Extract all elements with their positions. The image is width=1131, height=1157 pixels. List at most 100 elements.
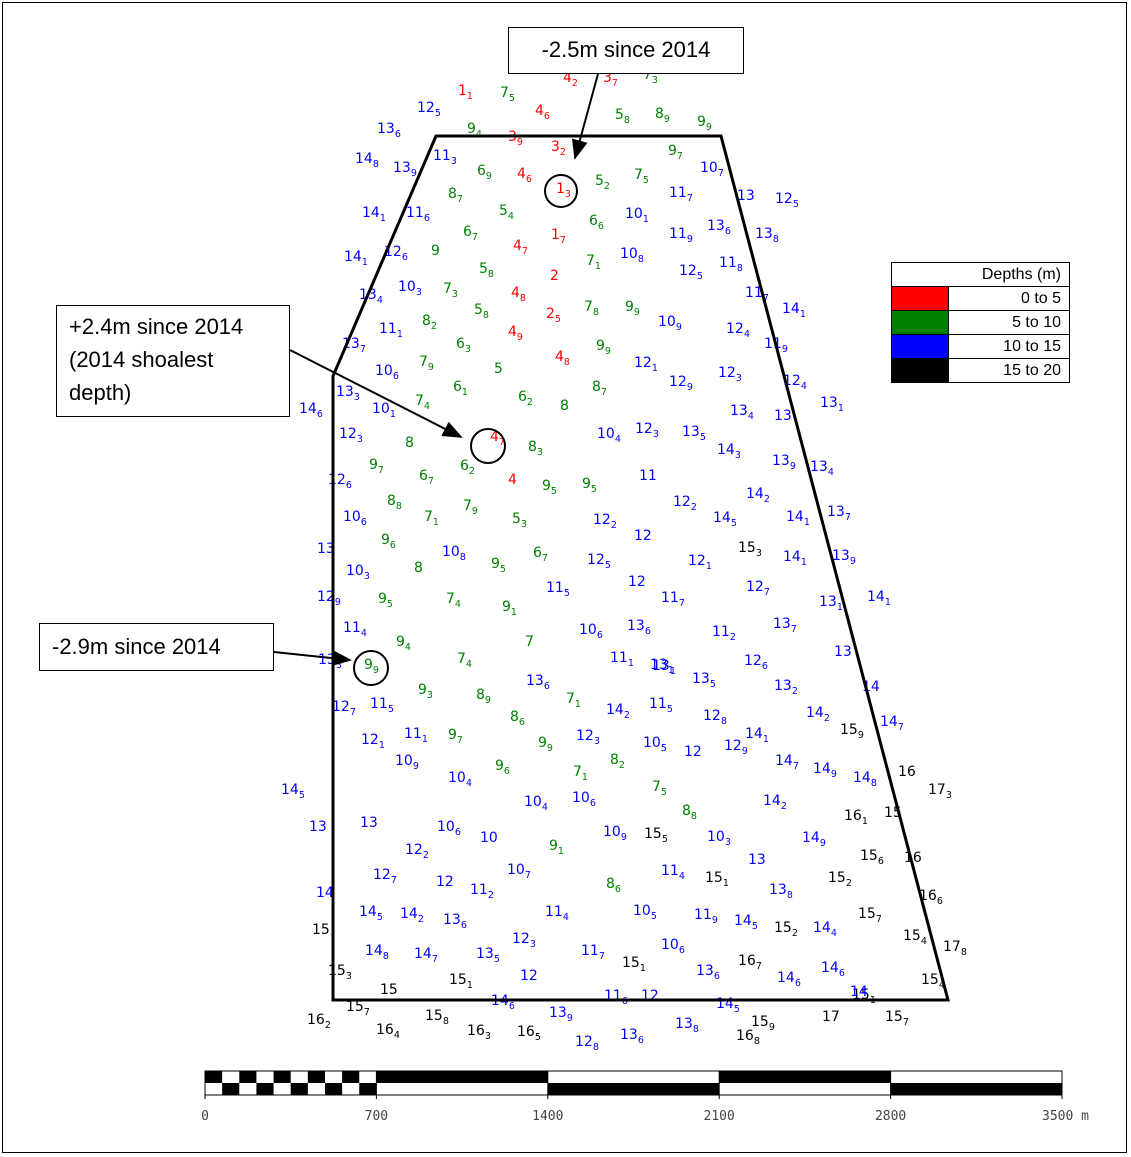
depth-sounding: 94 <box>396 634 411 653</box>
depth-sounding: 89 <box>476 687 491 706</box>
depth-sounding: 157 <box>885 1009 909 1028</box>
depth-sounding: 69 <box>477 163 492 182</box>
depth-sounding: 166 <box>919 888 943 907</box>
depth-sounding: 52 <box>595 173 610 192</box>
depth-sounding: 148 <box>853 770 877 789</box>
depth-sounding: 117 <box>669 185 693 204</box>
depth-sounding: 66 <box>589 213 604 232</box>
depth-sounding: 117 <box>745 285 769 304</box>
depth-sounding: 106 <box>343 509 367 528</box>
depth-sounding: 138 <box>769 882 793 901</box>
depth-sounding: 12 <box>520 968 538 984</box>
legend-label-15-20: 15 to 20 <box>948 358 1070 383</box>
depth-sounding: 136 <box>696 963 720 982</box>
depth-sounding: 113 <box>433 148 457 167</box>
scale-tick-label: 700 <box>365 1109 388 1124</box>
depth-sounding: 151 <box>622 955 646 974</box>
depth-sounding: 108 <box>442 544 466 563</box>
depth-sounding: 122 <box>593 512 617 531</box>
depth-sounding: 142 <box>763 793 787 812</box>
depth-sounding: 173 <box>928 782 952 801</box>
depth-sounding: 15 <box>312 922 330 938</box>
depth-sounding: 119 <box>694 907 718 926</box>
legend-label-0-5: 0 to 5 <box>948 286 1070 311</box>
depth-sounding: 32 <box>551 139 566 158</box>
scale-bar: 0 700 1400 2100 2800 3500 m <box>201 1070 1089 1124</box>
depth-sounding: 97 <box>668 143 683 162</box>
depth-sounding: 86 <box>606 876 621 895</box>
depth-sounding: 153 <box>738 540 762 559</box>
depth-sounding: 116 <box>604 988 628 1007</box>
depth-sounding: 96 <box>381 532 396 551</box>
depth-sounding: 11 <box>458 83 473 102</box>
depth-sounding: 104 <box>597 426 621 445</box>
depth-sounding: 88 <box>682 803 697 822</box>
depth-sounding: 139 <box>549 1005 573 1024</box>
depth-sounding: 159 <box>751 1014 775 1033</box>
depth-sounding: 13 <box>737 188 755 204</box>
depth-sounding: 107 <box>507 862 531 881</box>
depth-sounding: 134 <box>730 403 754 422</box>
depth-sounding: 148 <box>355 151 379 170</box>
depth-sounding: 25 <box>546 306 561 325</box>
depth-sounding: 141 <box>745 726 769 745</box>
depth-sounding: 142 <box>806 705 830 724</box>
depth-sounding: 138 <box>755 226 779 245</box>
depth-sounding: 96 <box>495 758 510 777</box>
depth-sounding: 131 <box>820 395 844 414</box>
depth-sounding: 136 <box>627 618 651 637</box>
depth-sounding: 139 <box>832 548 856 567</box>
depth-sounding: 99 <box>625 299 640 318</box>
depth-sounding: 123 <box>718 365 742 384</box>
depth-sounding: 157 <box>858 906 882 925</box>
depth-sounding: 5 <box>494 361 503 377</box>
depth-sounding: 168 <box>736 1028 760 1047</box>
depth-sounding: 75 <box>652 779 667 798</box>
legend-label-5-10: 5 to 10 <box>948 310 1070 335</box>
callout-arrow-1 <box>572 73 599 160</box>
depth-sounding: 115 <box>370 696 394 715</box>
depth-sounding: 163 <box>467 1023 491 1042</box>
depth-sounding: 111 <box>379 321 403 340</box>
depth-sounding: 125 <box>775 191 799 210</box>
depth-sounding: 141 <box>867 589 891 608</box>
depth-sounding: 79 <box>419 354 434 373</box>
depth-sounding: 131 <box>819 594 843 613</box>
depth-sounding: 123 <box>512 931 536 950</box>
depth-sounding: 123 <box>635 421 659 440</box>
depth-sounding: 147 <box>775 753 799 772</box>
depth-sounding: 127 <box>746 579 770 598</box>
depth-sounding: 58 <box>479 261 494 280</box>
depth-sounding: 13 <box>309 819 327 835</box>
legend-swatch-green <box>891 310 949 335</box>
depth-sounding: 95 <box>491 556 506 575</box>
depth-sounding: 115 <box>649 696 673 715</box>
depth-sounding: 61 <box>453 379 468 398</box>
depth-sounding: 99 <box>538 735 553 754</box>
depth-sounding: 145 <box>734 913 758 932</box>
depth-sounding: 88 <box>387 493 402 512</box>
depth-sounding: 136 <box>443 912 467 931</box>
depth-sounding: 167 <box>738 953 762 972</box>
depth-sounding: 95 <box>542 478 557 497</box>
highlight-circle-1 <box>544 174 578 208</box>
depth-sounding: 48 <box>555 349 570 368</box>
depth-sounding: 46 <box>535 103 550 122</box>
depth-sounding: 101 <box>372 401 396 420</box>
depth-sounding: 145 <box>281 782 305 801</box>
depth-sounding: 73 <box>443 281 458 300</box>
depth-sounding: 82 <box>422 313 437 332</box>
depth-sounding: 71 <box>586 253 601 272</box>
depth-sounding: 114 <box>343 620 367 639</box>
depth-sounding: 106 <box>572 790 596 809</box>
depth-sounding: 122 <box>673 494 697 513</box>
callout-box-2: +2.4m since 2014 (2014 shoalest depth) <box>56 305 290 417</box>
depth-sounding: 117 <box>581 943 605 962</box>
depth-sounding: 67 <box>533 545 548 564</box>
depth-sounding: 99 <box>596 338 611 357</box>
depth-sounding: 129 <box>724 738 748 757</box>
depth-sounding: 74 <box>446 591 461 610</box>
depth-sounding: 109 <box>658 314 682 333</box>
callout-box-3: -2.9m since 2014 <box>39 623 274 671</box>
